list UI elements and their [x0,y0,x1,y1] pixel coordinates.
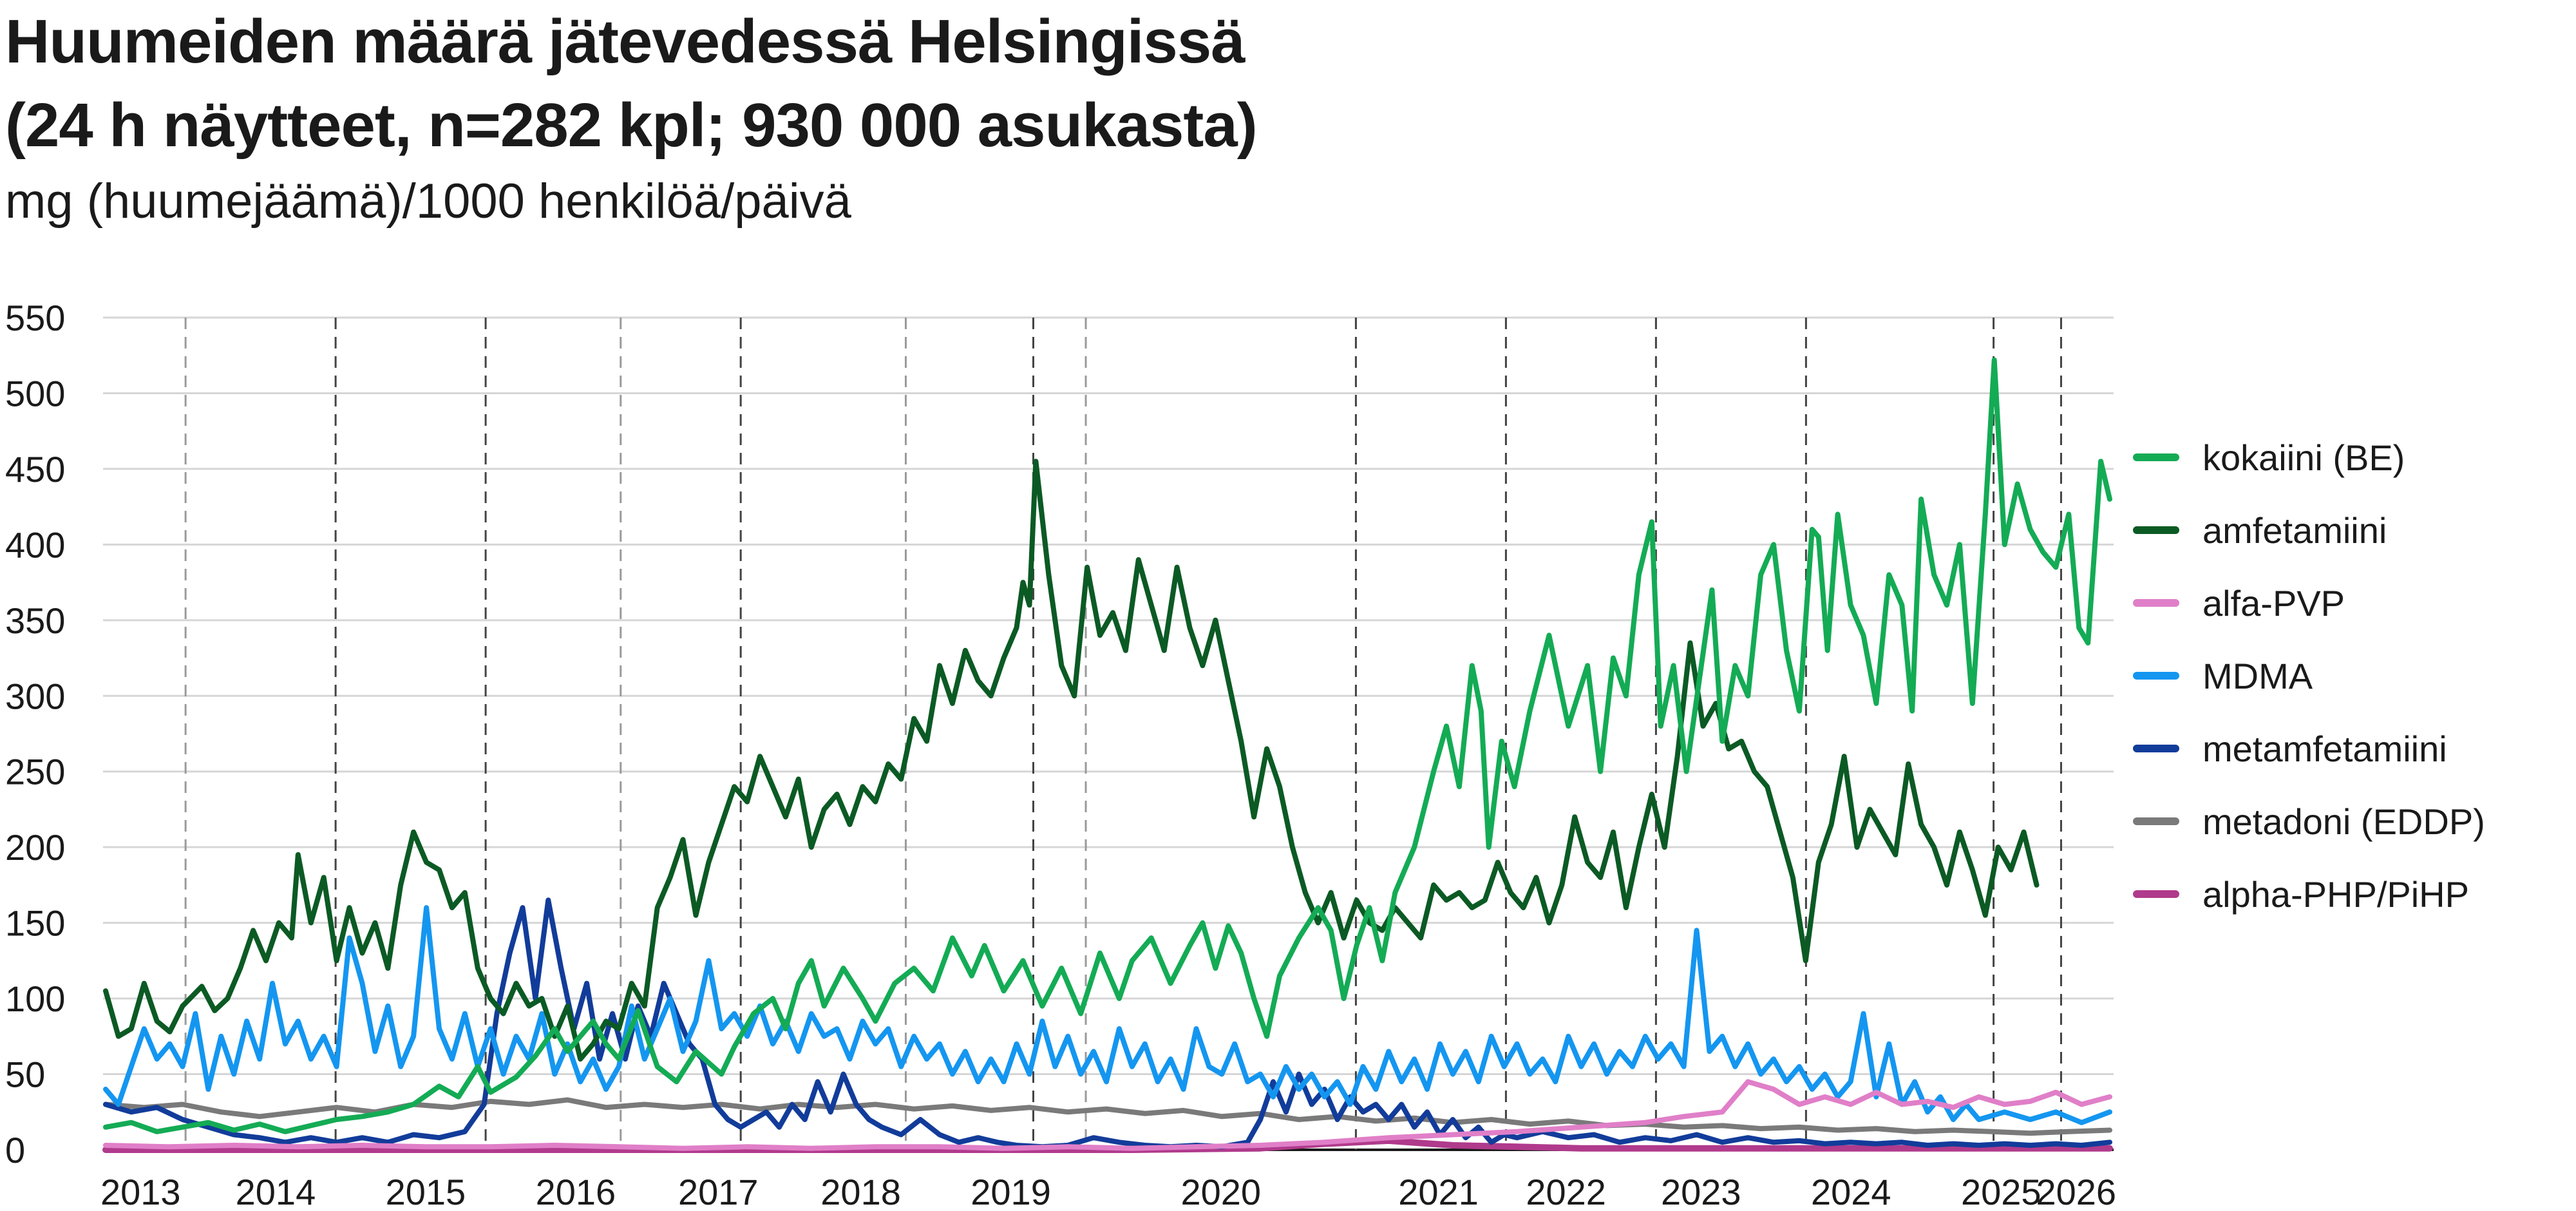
series-line-metadoni-eddp [103,1097,2112,1136]
x-tick-label: 2014 [236,1172,316,1211]
y-axis-ticks: 0 50 100 150 200 250 300 350 400 450 500 550 [5,298,65,1170]
x-tick-label: 2016 [536,1172,616,1211]
legend-label: alfa-PVP [2202,583,2345,624]
gridlines [103,316,2114,1151]
legend-label: kokaiini (BE) [2202,437,2405,478]
x-tick-label: 2023 [1661,1172,1741,1211]
y-tick-label: 0 [5,1130,25,1170]
y-tick-label: 200 [5,827,65,868]
series-line-metamfetamiini [103,897,2112,1150]
y-tick-label: 350 [5,600,65,641]
legend-label: MDMA [2202,656,2313,696]
x-tick-label: 2020 [1180,1172,1261,1211]
legend-label: metadoni (EDDP) [2202,801,2485,842]
year-markers [184,318,2062,1150]
x-tick-label: 2025 [1961,1172,2041,1211]
x-axis-ticks: 2013 2014 2015 2016 2017 2018 2019 2020 2021 2022… [100,1172,2116,1211]
legend-label: alpha-PHP/PiHP [2202,874,2469,915]
series-line-mdma [103,905,2112,1125]
x-tick-label: 2026 [2036,1172,2116,1211]
series-line-kokaiini-be [103,357,2112,1134]
x-tick-label: 2013 [100,1172,181,1211]
y-tick-label: 300 [5,676,65,716]
title-line-2: (24 h näytteet, n=282 kpl; 930 000 asuka… [5,91,1258,160]
y-tick-label: 550 [5,298,65,338]
chart-subtitle: mg (huumejäämä)/1000 henkilöä/päivä [5,174,851,229]
x-tick-label: 2019 [971,1172,1051,1211]
x-tick-label: 2024 [1811,1172,1891,1211]
series-line-alfa-pvp [103,1079,2112,1151]
x-tick-label: 2021 [1398,1172,1479,1211]
legend-label: metamfetamiini [2202,729,2447,769]
x-tick-label: 2015 [386,1172,466,1211]
y-tick-label: 500 [5,373,65,414]
x-tick-label: 2018 [820,1172,901,1211]
series-lines [102,357,2113,1153]
y-tick-label: 50 [5,1054,45,1095]
y-tick-label: 100 [5,978,65,1019]
y-tick-label: 450 [5,449,65,490]
x-tick-label: 2017 [678,1172,759,1211]
y-tick-label: 400 [5,524,65,565]
title-line-1: Huumeiden määrä jätevedessä Helsingissä [5,7,1245,76]
legend: kokaiini (BE) amfetamiini alfa-PVP MDMA meta… [2133,437,2485,915]
y-tick-label: 150 [5,903,65,944]
y-tick-label: 250 [5,752,65,792]
series-line-amfetamiini [103,459,2040,1062]
x-tick-label: 2022 [1526,1172,1606,1211]
chart-title: Huumeiden määrä jätevedessä Helsingissä … [5,0,1258,167]
legend-label: amfetamiini [2202,510,2387,551]
